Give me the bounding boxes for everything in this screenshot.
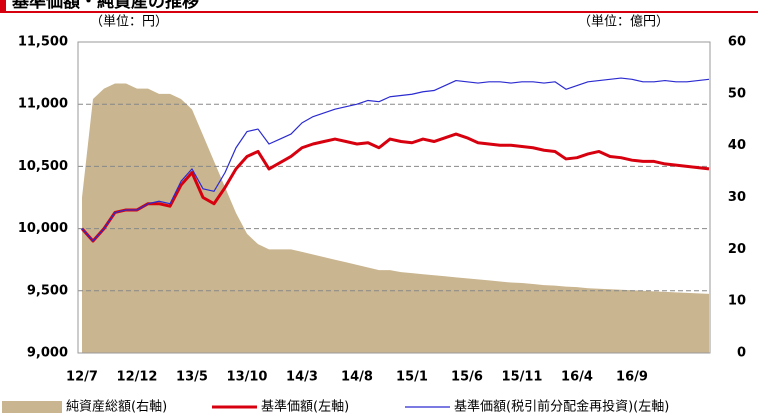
line [81, 77, 710, 242]
y-tick-label: 10,500 [18, 159, 68, 174]
chart-title: 基準価額・純資産の推移 [11, 0, 199, 12]
area [82, 83, 709, 353]
y2-tick-label: 20 [728, 242, 746, 257]
y2-tick-label: 50 [728, 86, 746, 101]
plot-border [77, 41, 711, 354]
x-tick-label: 15/1 [396, 370, 428, 385]
title-rule [0, 11, 758, 13]
x-tick-label: 12/12 [117, 370, 158, 385]
x-tick-label: 14/8 [341, 370, 373, 385]
y2-unit-label: （単位：億円） [578, 14, 669, 30]
y-unit-label: （単位：円） [90, 14, 168, 30]
y-tick-label: 10,000 [18, 221, 68, 236]
x-tick-label: 12/7 [66, 370, 98, 385]
x-tick-label: 15/11 [502, 370, 543, 385]
y-tick-label: 11,500 [18, 35, 68, 50]
legend-swatch [2, 401, 62, 413]
title-marker [0, 0, 6, 12]
x-tick-label: 13/5 [176, 370, 208, 385]
y-tick-label: 11,000 [18, 97, 68, 112]
legend-label: 基準価額(左軸) [261, 399, 349, 415]
x-tick-label: 13/10 [227, 370, 268, 385]
line [80, 132, 710, 243]
y-tick-label: 9,500 [27, 283, 68, 298]
x-tick-label: 14/3 [286, 370, 318, 385]
y2-tick-label: 10 [728, 294, 746, 309]
x-tick-label: 16/9 [616, 370, 648, 385]
legend-label: 基準価額(税引前分配金再投資)(左軸) [454, 399, 669, 415]
y2-tick-label: 60 [728, 35, 746, 50]
legend-label: 純資産総額(右軸) [66, 399, 167, 415]
y2-tick-label: 0 [737, 346, 746, 361]
y-tick-label: 9,000 [27, 346, 68, 361]
y2-tick-label: 30 [728, 190, 746, 205]
x-tick-label: 15/6 [451, 370, 483, 385]
x-tick-label: 16/4 [561, 370, 593, 385]
y2-tick-label: 40 [728, 138, 746, 153]
